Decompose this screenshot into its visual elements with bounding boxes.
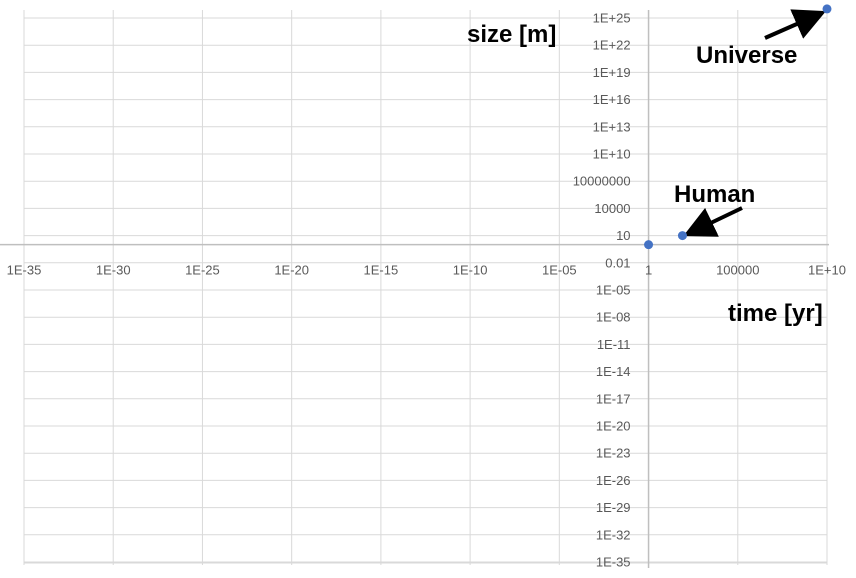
x-tick-label: 1E-35: [7, 263, 42, 278]
x-tick-label: 1: [645, 263, 652, 278]
data-point: [677, 231, 687, 241]
annotation-universe-label: Universe: [696, 42, 797, 69]
data-point: [822, 4, 832, 14]
y-tick-label: 1E-23: [596, 446, 631, 461]
x-tick-label: 1E-05: [542, 263, 577, 278]
annotation-human-arrow: [683, 206, 743, 237]
y-tick-label: 1E-29: [596, 500, 631, 515]
y-tick-label: 1E+16: [593, 92, 631, 107]
y-tick-label: 1E+25: [593, 11, 631, 26]
y-tick-label: 1E-08: [596, 310, 631, 325]
y-tick-label: 1E-20: [596, 419, 631, 434]
y-tick-label: 0.01: [605, 255, 630, 270]
grid: [23, 10, 828, 565]
annotations: Human Universe: [674, 9, 826, 237]
y-tick-label: 10000: [594, 201, 630, 216]
axes: [0, 10, 829, 568]
y-tick-label: 1E-32: [596, 527, 631, 542]
x-tick-label: 1E-10: [453, 263, 488, 278]
x-tick-label: 1E-20: [274, 263, 309, 278]
y-tick-label: 10000000: [573, 174, 631, 189]
x-axis-title: time [yr]: [728, 300, 823, 327]
x-tick-label: 1E+10: [808, 263, 846, 278]
x-tick-label: 1E-15: [364, 263, 399, 278]
annotation-human-label: Human: [674, 181, 755, 208]
data-point: [644, 240, 654, 250]
tick-labels: 1E-35 1E-30 1E-25 1E-20 1E-15 1E-10 1E-05 1 1000…: [7, 11, 846, 570]
y-tick-label: 1E-14: [596, 364, 631, 379]
y-tick-label: 1E+13: [593, 119, 631, 134]
x-tick-label: 1E-25: [185, 263, 220, 278]
y-tick-label: 1E+22: [593, 38, 631, 53]
y-tick-label: 1E-17: [596, 391, 631, 406]
y-tick-label: 10: [616, 228, 630, 243]
y-tick-label: 1E+19: [593, 65, 631, 80]
y-tick-label: 1E-11: [597, 337, 631, 352]
x-tick-label: 1E-30: [96, 263, 131, 278]
y-tick-label: 1E+10: [593, 147, 631, 162]
y-tick-label: 1E-35: [596, 555, 631, 570]
data-points: [644, 4, 832, 250]
annotation-universe-arrow: [764, 9, 826, 40]
y-tick-label: 1E-05: [596, 283, 631, 298]
x-tick-label: 100000: [716, 263, 759, 278]
y-tick-label: 1E-26: [596, 473, 631, 488]
y-axis-title: size [m]: [467, 21, 556, 48]
